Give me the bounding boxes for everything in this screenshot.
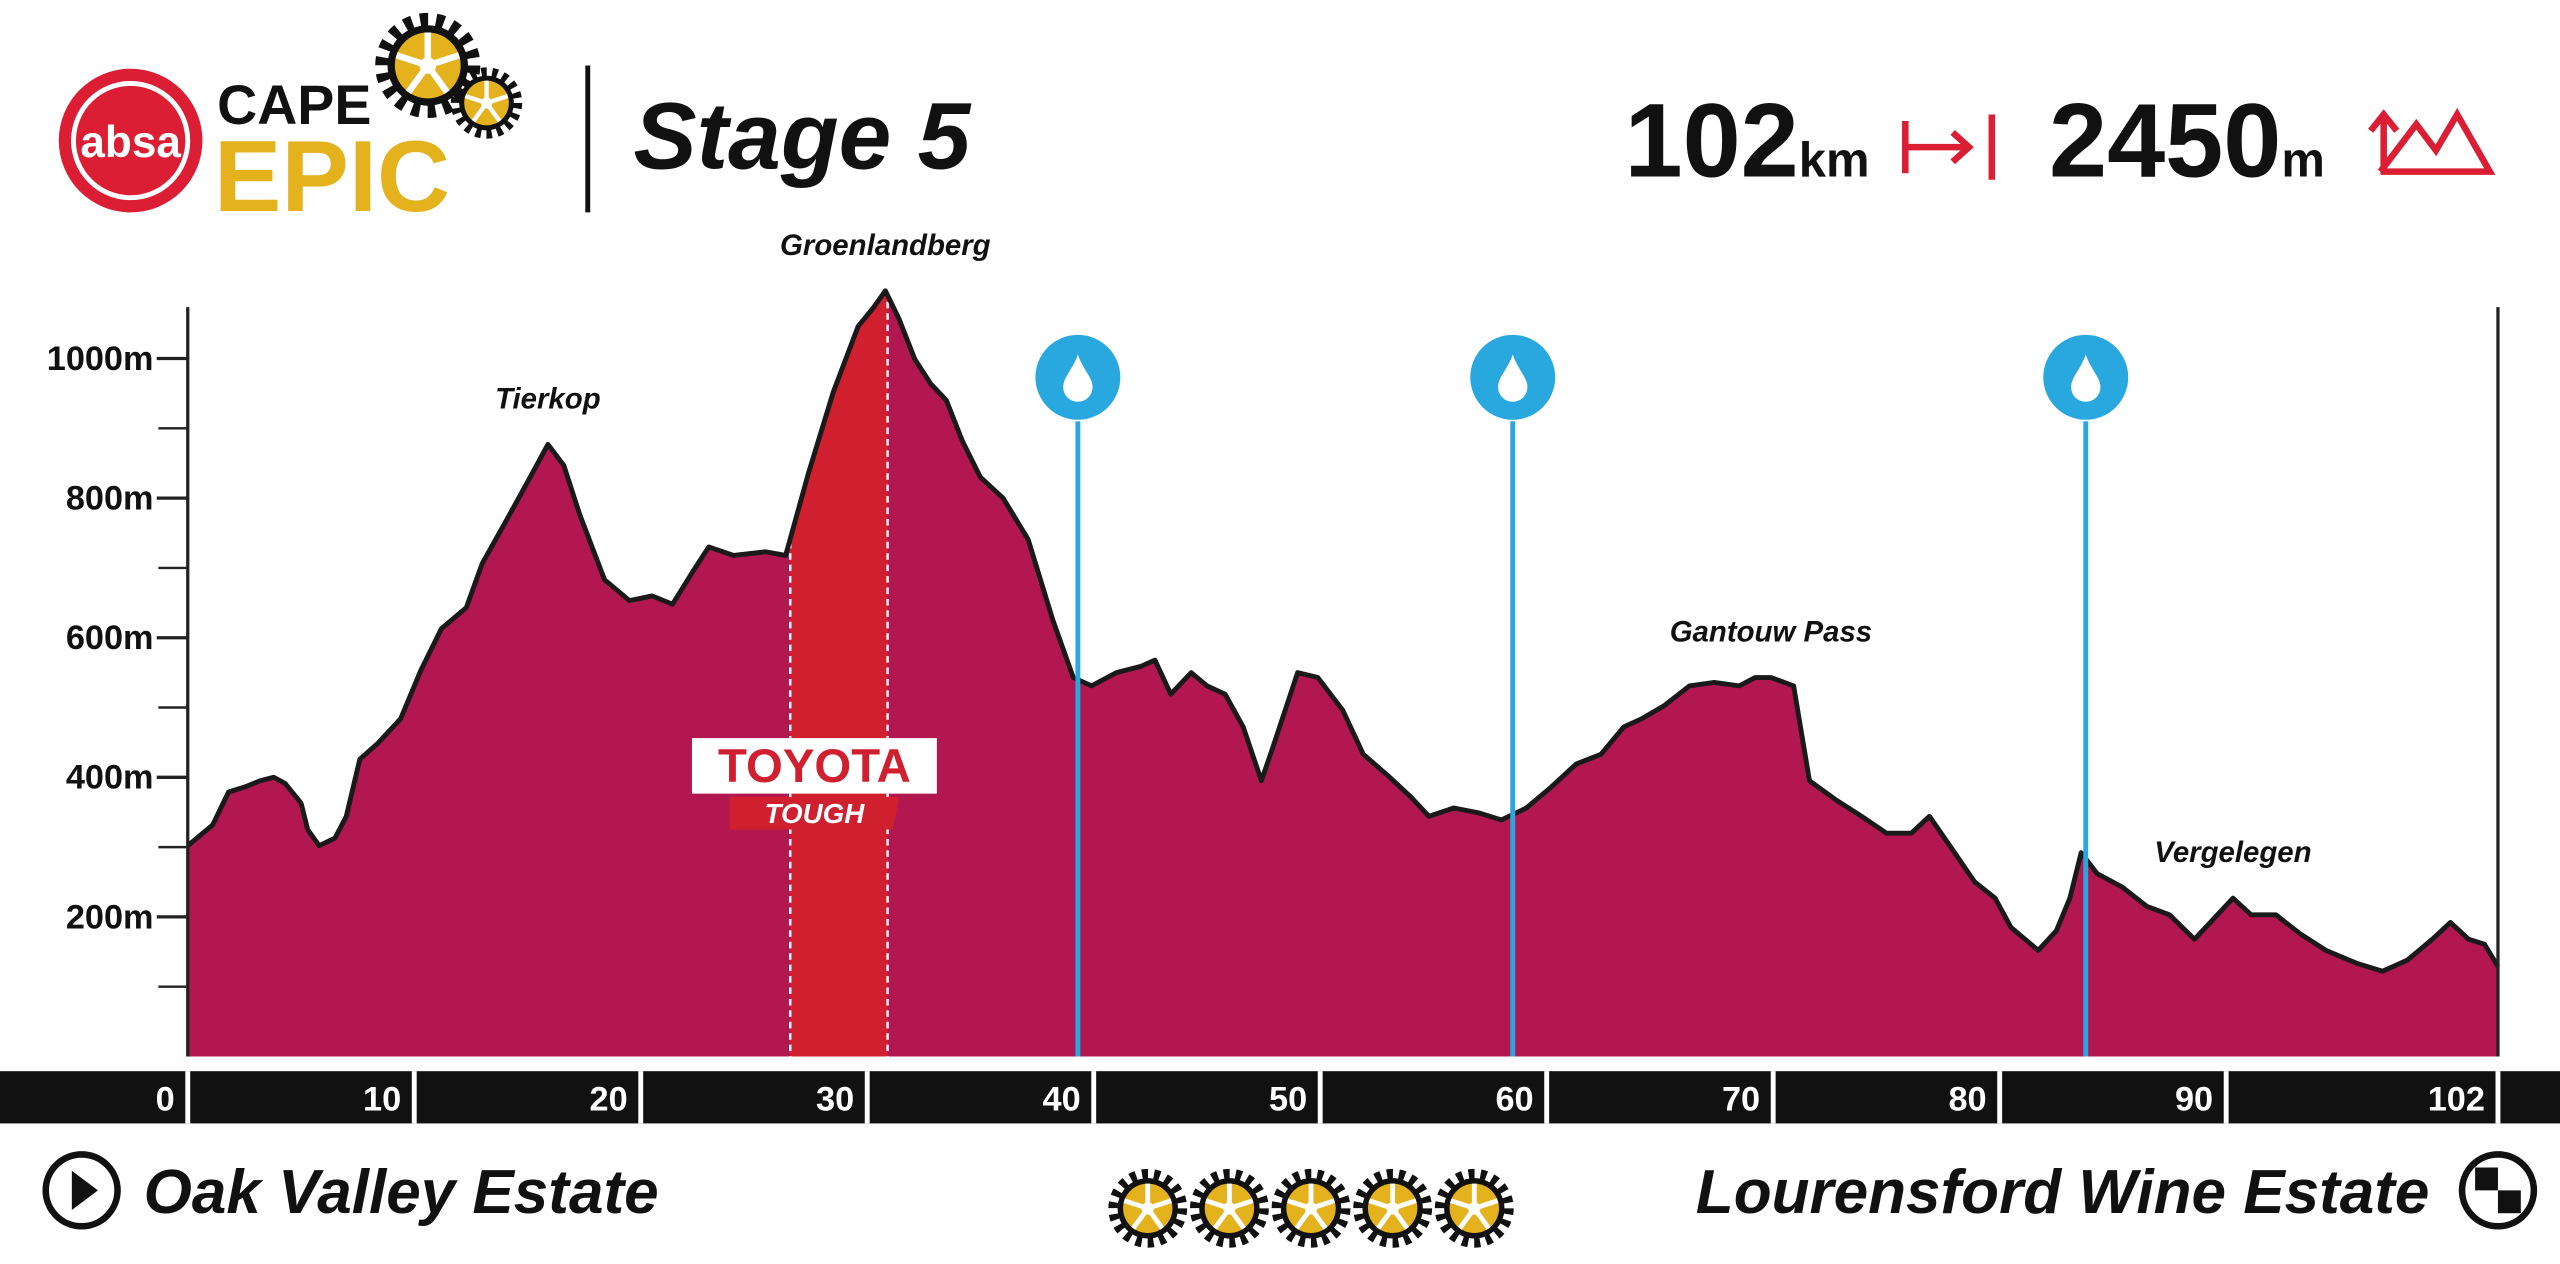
gear-teeth [1108,1168,1188,1248]
climbing-unit: m [2281,133,2325,187]
climbing-icon [2368,107,2496,175]
gear-hub [480,97,493,109]
gear-teeth [450,67,523,139]
peak-label: Gantouw Pass [1670,616,1872,649]
difficulty-gear [1353,1168,1433,1248]
x-tick-label: 40 [1043,1080,1081,1118]
x-axis-band [0,1071,2560,1124]
y-tick-label: 800m [66,480,154,518]
distance-unit: km [1799,133,1870,187]
logo: absa CAPE EPIC [58,12,523,233]
plot: TOYOTA TOUGH 200m 400m 600m 800m 1000m 0 10 20 30 4… [0,229,2560,1124]
difficulty-gear [1189,1168,1269,1248]
area-fill [187,290,2498,1057]
y-tick-label: 600m [66,619,154,657]
x-tick-label: 30 [816,1080,854,1118]
y-tick-label: 1000m [47,340,154,378]
gear-hub [1223,1202,1236,1215]
water-drop [2071,354,2101,402]
gear-hub [1386,1202,1399,1215]
x-tick-label: 10 [363,1080,401,1118]
x-tick-label: 70 [1722,1080,1760,1118]
x-tick-label: 90 [2175,1080,2213,1118]
difficulty-gear [1434,1168,1514,1248]
peak-label: Groenlandberg [780,229,991,262]
x-tick-label: 0 [156,1080,175,1118]
logo-line1: CAPE [217,74,371,136]
finish-icon [2458,1151,2538,1230]
gear-hub [1304,1202,1318,1215]
segment-logo-box [691,738,937,794]
start-icon [42,1151,121,1230]
distance-icon [1902,114,1996,180]
x-tick-label: 50 [1269,1080,1307,1118]
water-drop [1063,354,1093,402]
gear-hub [1141,1202,1154,1215]
start-location: Oak Valley Estate [144,1158,659,1227]
gear-teeth [1353,1168,1433,1248]
y-tick-label: 400m [66,759,154,797]
logo-badge [58,68,203,213]
logo-badge-text: absa [80,118,181,167]
gear-teeth [375,12,481,119]
stage-title: Stage 5 [633,83,971,189]
logo-gears [375,12,523,139]
logo-gear [375,12,481,119]
logo-line2: EPIC [214,120,450,233]
logo-gear [450,67,523,139]
y-tick-label: 200m [66,898,154,936]
peak-label: Vergelegen [2154,836,2311,869]
gear-teeth [1434,1168,1514,1248]
distance: 102km [1624,82,1869,199]
climbing-value: 2450 [2049,82,2281,199]
x-tick-label: 20 [590,1080,628,1118]
difficulty [1108,1168,1514,1248]
climbing: 2450m [2049,82,2325,199]
x-tick-label: 80 [1948,1080,1986,1118]
x-tick-label: 60 [1496,1080,1534,1118]
gear-hub [419,57,436,74]
segment-label: TOYOTA [718,740,911,793]
segment-sublabel-banner [729,796,900,830]
gear-hub [1468,1202,1481,1215]
logo-ring [71,80,191,201]
distance-value: 102 [1624,82,1798,199]
difficulty-gear [1271,1168,1351,1248]
x-tick-label: 102 [2428,1080,2485,1118]
difficulty-gear [1108,1168,1188,1248]
segment-sublabel: TOUGH [765,798,866,829]
gear-teeth [1271,1168,1351,1248]
finish-location: Lourensford Wine Estate [1696,1158,2430,1227]
gear-teeth [1189,1168,1269,1248]
water-drop [1498,354,1528,402]
peak-label: Tierkop [495,382,601,415]
elevation-line [186,288,2501,974]
